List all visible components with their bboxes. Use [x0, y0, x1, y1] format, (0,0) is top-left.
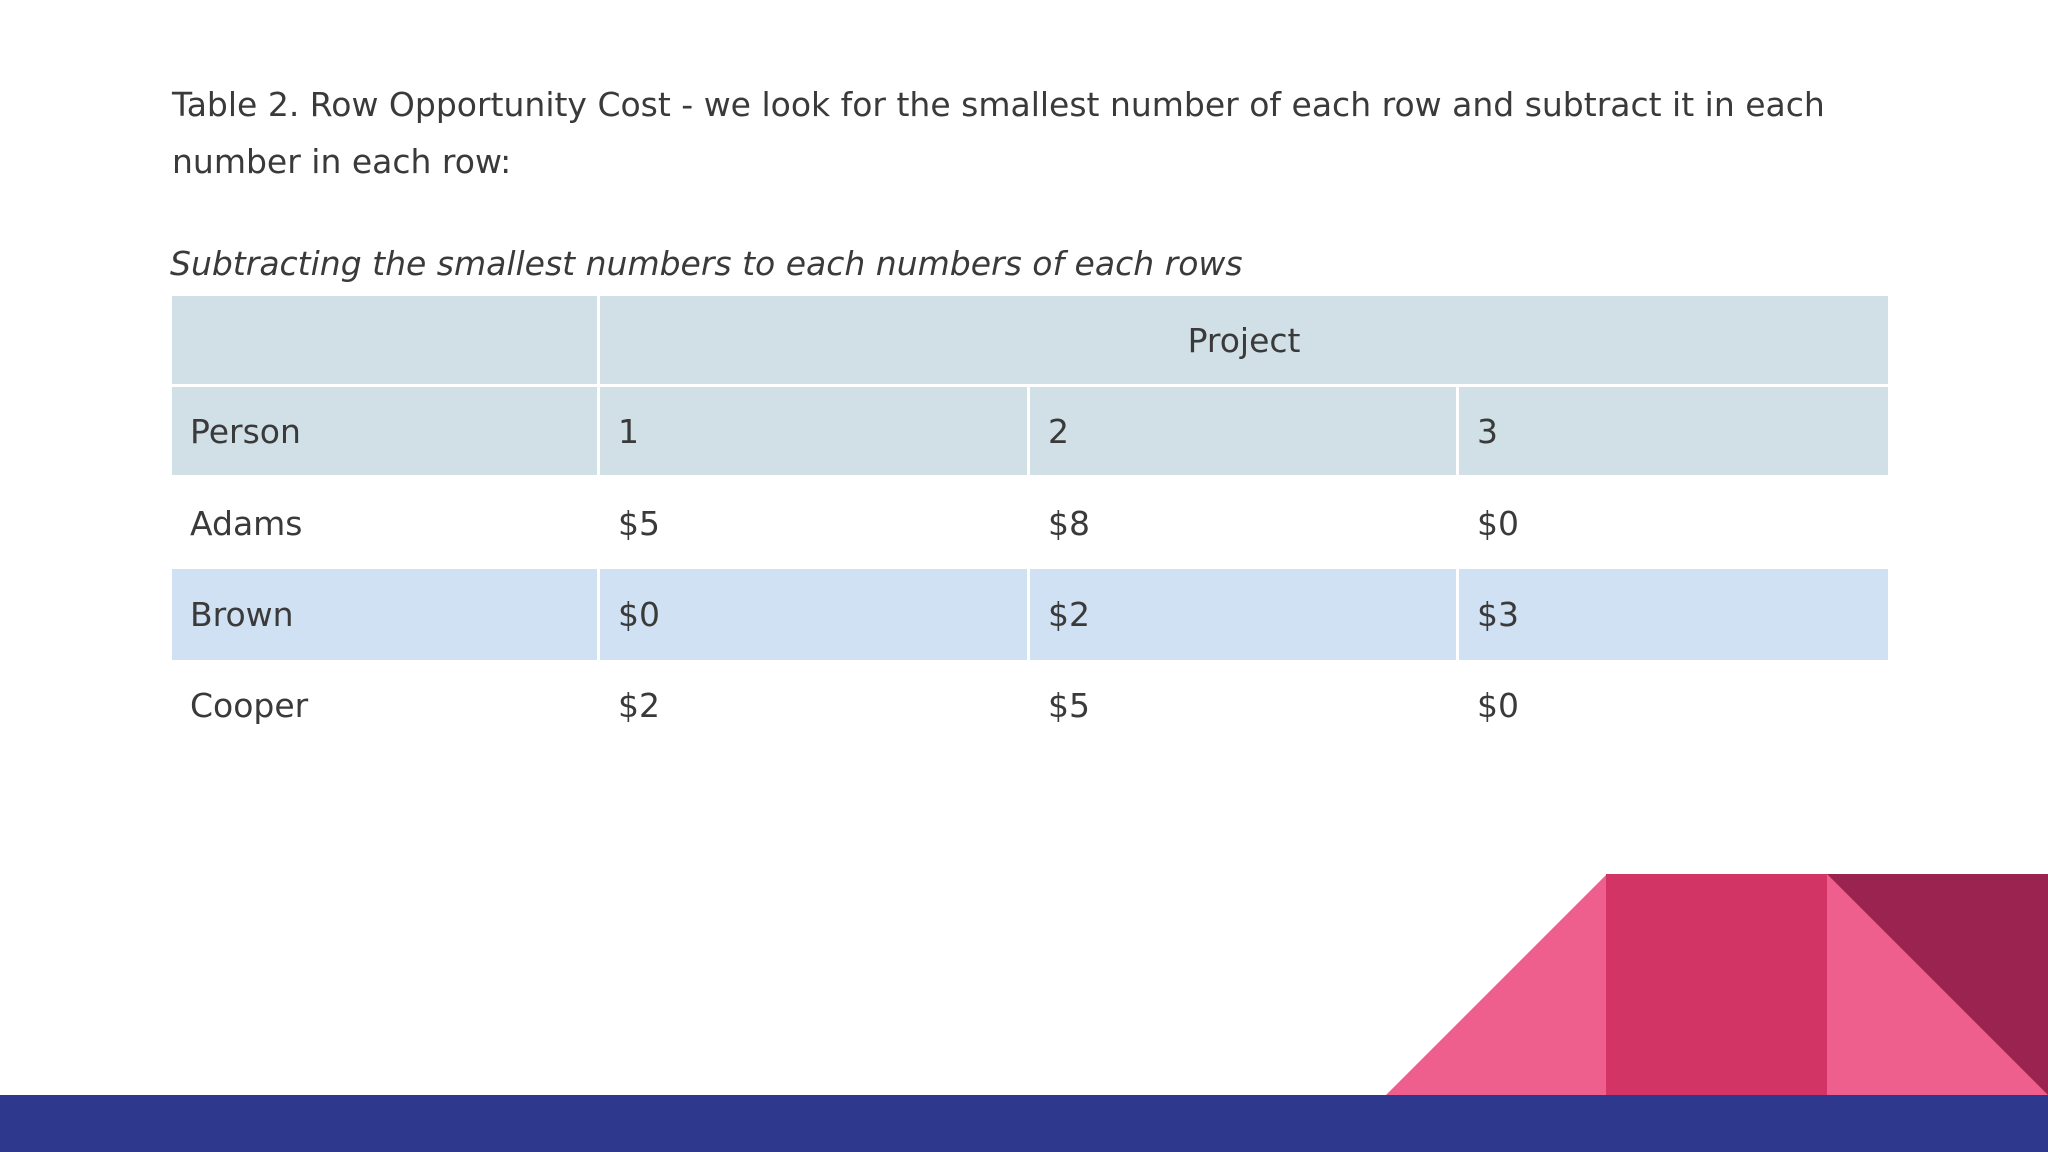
pink-center-block — [1606, 874, 1828, 1096]
intro-paragraph: Table 2. Row Opportunity Cost - we look … — [172, 85, 1825, 181]
row-person-name: Brown — [172, 569, 600, 660]
table-cell: $5 — [600, 478, 1030, 569]
table-column-header-row: Person 1 2 3 — [172, 387, 1889, 478]
table-cell: $0 — [600, 569, 1030, 660]
table-row: Brown $0 $2 $3 — [172, 569, 1889, 660]
row-person-name: Adams — [172, 478, 600, 569]
header-person: Person — [172, 387, 600, 478]
footer-bar — [0, 1095, 2048, 1152]
table-cell: $5 — [1030, 660, 1459, 751]
header-project-2: 2 — [1030, 387, 1459, 478]
table-caption: Subtracting the smallest numbers to each… — [170, 244, 1243, 283]
table-corner-cell — [172, 296, 600, 387]
table-row: Adams $5 $8 $0 — [172, 478, 1889, 569]
opportunity-cost-table: Project Person 1 2 3 Adams $5 $8 $0 Brow… — [172, 296, 1889, 751]
header-project-1: 1 — [600, 387, 1030, 478]
table-cell: $0 — [1459, 660, 1889, 751]
table-group-header-row: Project — [172, 296, 1889, 387]
table-row: Cooper $2 $5 $0 — [172, 660, 1889, 751]
row-person-name: Cooper — [172, 660, 600, 751]
table-cell: $2 — [600, 660, 1030, 751]
table-cell: $8 — [1030, 478, 1459, 569]
table-cell: $0 — [1459, 478, 1889, 569]
project-group-header: Project — [600, 296, 1889, 387]
table-cell: $3 — [1459, 569, 1889, 660]
pink-right-triangle — [1827, 874, 2048, 1096]
table-cell: $2 — [1030, 569, 1459, 660]
header-project-3: 3 — [1459, 387, 1889, 478]
pink-left-triangle — [1385, 874, 1607, 1096]
